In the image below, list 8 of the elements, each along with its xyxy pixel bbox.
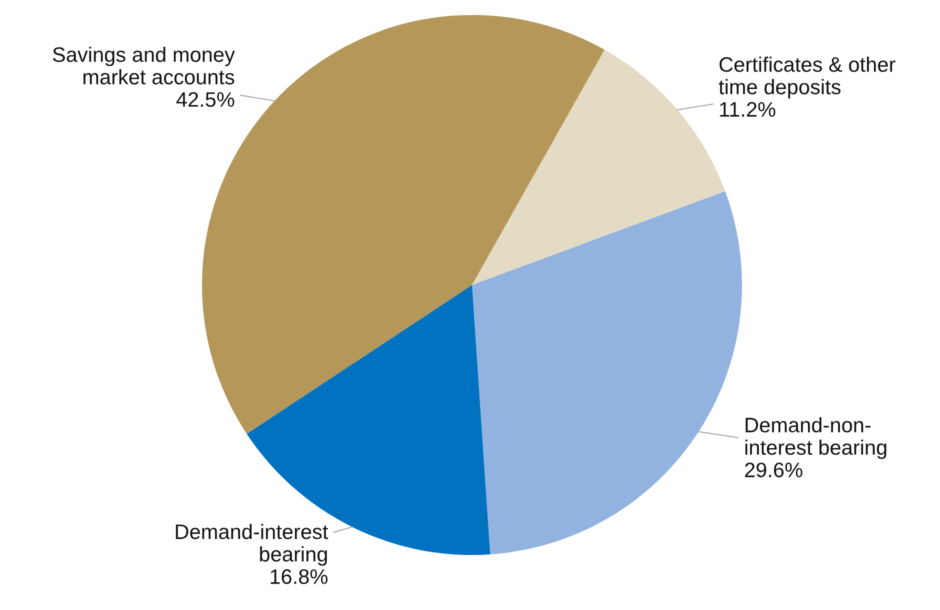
- data-label: 11.2%: [720, 102, 776, 117]
- slice-label: Savings and money market accounts: [52, 46, 235, 84]
- data-label: 16.8%: [270, 569, 328, 584]
- data-label: 29.6%: [745, 462, 802, 478]
- slice-label: Demand-non- interest bearing: [745, 417, 886, 459]
- slice-label: Certificates & other time deposits: [718, 56, 896, 98]
- slice-label: Demand-interest bearing: [176, 524, 328, 566]
- data-label: 42.5%: [176, 92, 234, 107]
